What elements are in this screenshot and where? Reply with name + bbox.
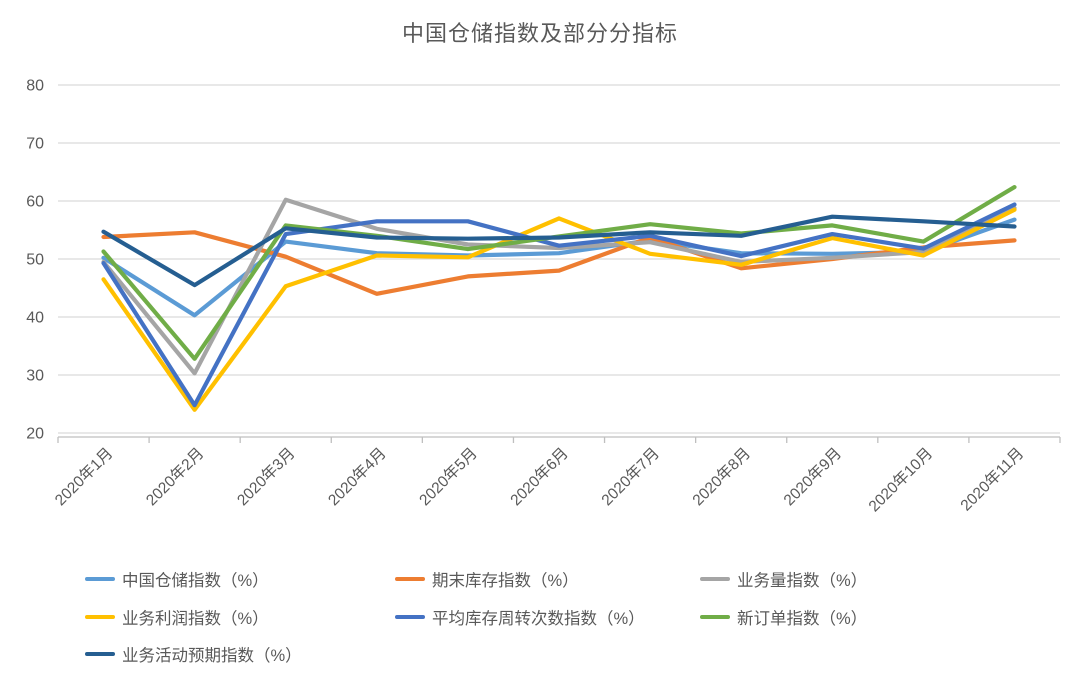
x-axis-tick-label: 2020年5月 — [416, 444, 481, 509]
legend-swatch — [395, 576, 425, 582]
legend-label: 新订单指数（%） — [737, 610, 868, 628]
legend-item: 平均库存周转次数指数（%） — [395, 605, 645, 629]
chart-title: 中国仓储指数及部分分指标 — [401, 21, 678, 46]
y-axis-tick-label: 30 — [26, 368, 44, 385]
series-line — [101, 185, 1017, 361]
y-axis-tick-label: 40 — [26, 310, 44, 327]
legend-label: 中国仓储指数（%） — [122, 572, 269, 590]
legend-item: 期末库存指数（%） — [395, 567, 579, 591]
legend-swatch — [85, 614, 115, 620]
chart-legend: 中国仓储指数（%） 期末库存指数（%） 业务量指数（%） 业务利润指数（%） 平均库存周… — [0, 0, 1080, 665]
x-axis-tick-label: 2020年4月 — [325, 444, 390, 509]
legend-item: 中国仓储指数（%） — [85, 567, 269, 591]
series-line — [101, 202, 1017, 408]
legend-label: 平均库存周转次数指数（%） — [432, 610, 645, 628]
legend-label: 业务量指数（%） — [737, 572, 868, 590]
x-axis-tick-label: 2020年2月 — [142, 444, 207, 509]
legend-item: 新订单指数（%） — [700, 605, 867, 629]
legend-swatch — [85, 576, 115, 582]
legend-item: 业务活动预期指数（%） — [85, 642, 302, 666]
legend-label: 业务利润指数（%） — [122, 610, 269, 628]
legend-swatch — [700, 614, 730, 620]
x-axis-tick-label: 2020年1月 — [51, 444, 116, 509]
legend-swatch — [700, 576, 730, 582]
y-axis-tick-label: 50 — [26, 252, 44, 269]
line-chart-plot-area: 20 30 40 50 60 70 80 2020年1月 2020年2月 2020年3月 2020年… — [26, 78, 1061, 515]
y-axis-tick-label: 70 — [26, 136, 44, 153]
y-axis-tick-label: 80 — [26, 78, 44, 95]
series-line — [101, 197, 1017, 376]
series-line — [101, 214, 1017, 288]
x-axis-tick-label: 2020年8月 — [689, 444, 754, 509]
x-axis-tick-label: 2020年7月 — [598, 444, 663, 509]
series-line — [101, 207, 1017, 412]
x-axis-tick-label: 2020年3月 — [233, 444, 298, 509]
legend-item: 业务量指数（%） — [700, 567, 867, 591]
legend-label: 业务活动预期指数（%） — [122, 647, 302, 665]
legend-item: 业务利润指数（%） — [85, 605, 269, 629]
x-axis-tick-label: 2020年11月 — [957, 444, 1027, 514]
x-axis-tick-label: 2020年6月 — [507, 444, 572, 509]
y-axis-tick-label: 60 — [26, 194, 44, 211]
y-axis-tick-label: 20 — [26, 426, 44, 443]
x-axis-tick-label: 2020年10月 — [865, 444, 936, 515]
legend-swatch — [395, 614, 425, 620]
legend-label: 期末库存指数（%） — [432, 572, 579, 590]
legend-swatch — [85, 651, 115, 657]
x-axis-tick-label: 2020年9月 — [780, 444, 845, 509]
